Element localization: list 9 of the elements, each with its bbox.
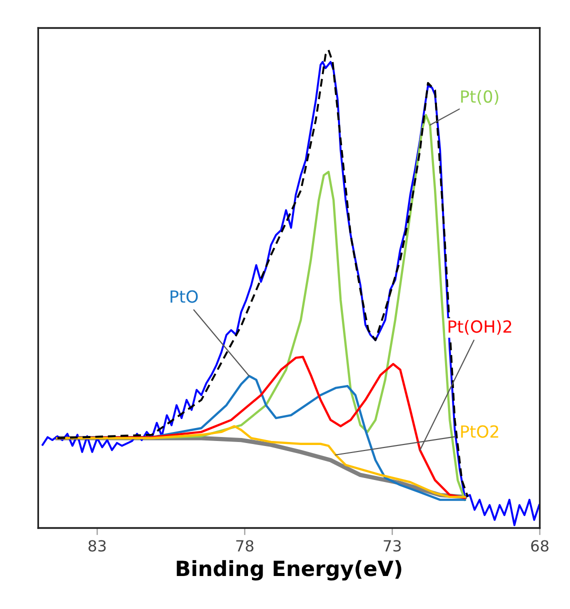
x-tick-label: 83	[88, 540, 106, 552]
text: Pt(OH)2	[448, 320, 512, 335]
text: PtO2	[461, 425, 498, 438]
x-axis-title: Binding Energy(eV)	[176, 560, 402, 580]
x-tick-label: 73	[384, 540, 401, 552]
x-tick-label: 78	[236, 540, 254, 552]
text: Pt(0)	[461, 90, 498, 105]
x-tick-label: 68	[531, 540, 548, 552]
text: PtO	[170, 290, 198, 303]
